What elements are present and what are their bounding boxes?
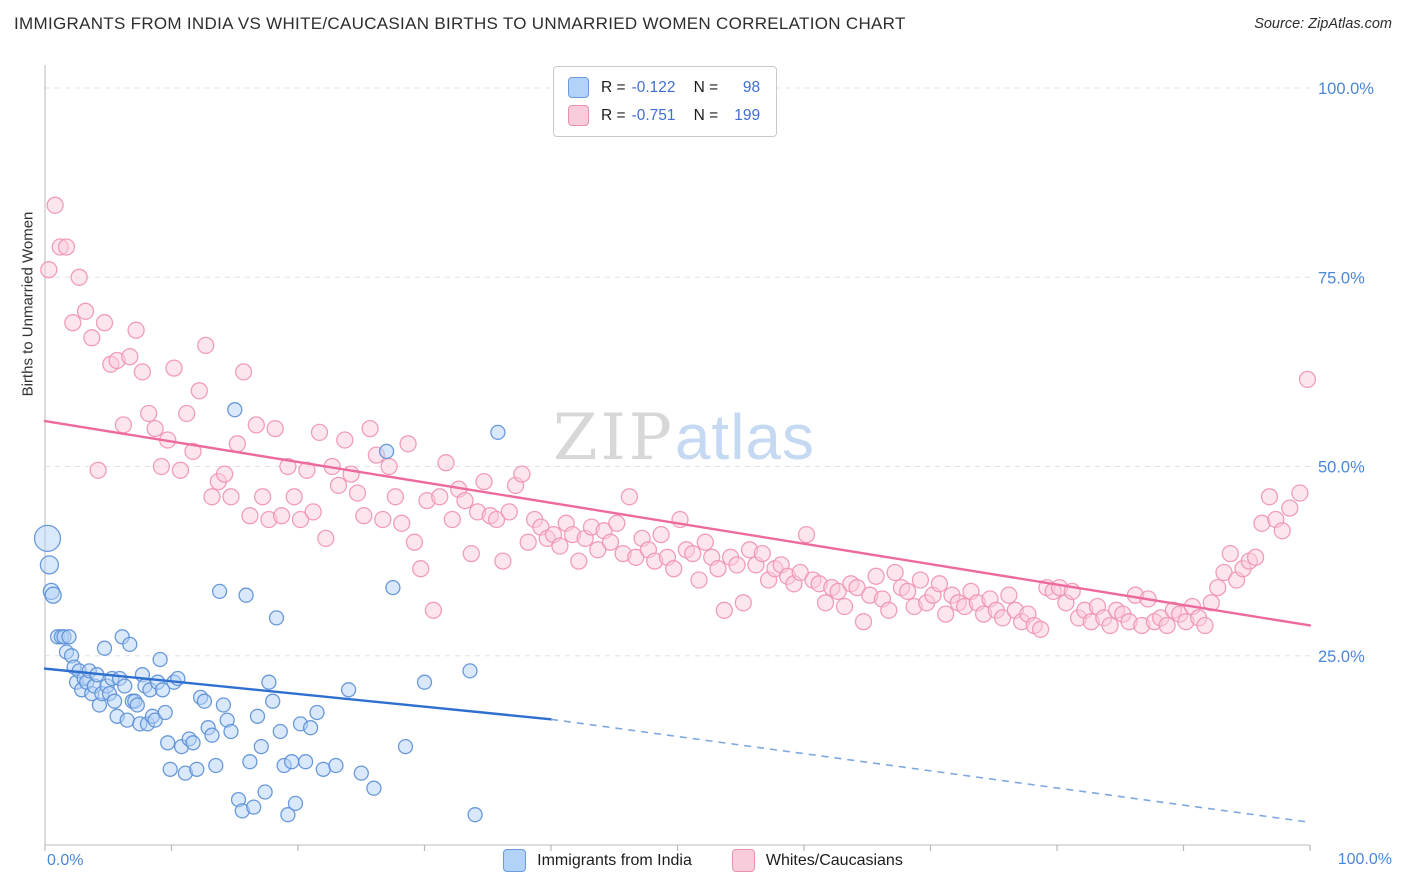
pink-series-swatch bbox=[568, 105, 589, 126]
pink-legend-swatch bbox=[731, 849, 755, 872]
y-tick-label: 50.0% bbox=[1318, 459, 1365, 477]
r-value: -0.751 bbox=[631, 106, 676, 124]
zipatlas-watermark: ZIPatlas bbox=[553, 405, 815, 470]
n-value: 199 bbox=[734, 106, 761, 124]
n-label: N = bbox=[693, 78, 719, 96]
n-label: N = bbox=[693, 106, 719, 124]
correlation-legend-box: R = -0.122 N = 98 R = -0.751 N = 199 bbox=[553, 66, 778, 137]
x-axis-min-label: 0.0% bbox=[47, 852, 84, 869]
legend-item-india: Immigrants from India bbox=[503, 849, 692, 872]
n-value: 98 bbox=[742, 78, 761, 96]
legend-item-whites: Whites/Caucasians bbox=[731, 849, 903, 872]
legend-label-whites: Whites/Caucasians bbox=[765, 851, 903, 869]
page-title: IMMIGRANTS FROM INDIA VS WHITE/CAUCASIAN… bbox=[14, 14, 906, 33]
correlation-row-india: R = -0.122 N = 98 bbox=[568, 77, 760, 98]
axes bbox=[44, 65, 1311, 851]
trend-line-dashed bbox=[550, 718, 1311, 824]
r-value: -0.122 bbox=[631, 78, 676, 96]
trend-line-solid bbox=[43, 419, 1312, 627]
r-label: R = bbox=[601, 106, 626, 124]
y-tick-label: 75.0% bbox=[1318, 269, 1365, 287]
legend-label-india: Immigrants from India bbox=[537, 851, 692, 869]
source-attribution: Source: ZipAtlas.com bbox=[1254, 16, 1392, 32]
y-axis-title: Births to Unmarried Women bbox=[19, 211, 37, 397]
y-tick-label: 25.0% bbox=[1318, 648, 1365, 666]
trend-lines bbox=[43, 419, 1312, 824]
y-tick-label: 100.0% bbox=[1318, 80, 1374, 98]
blue-legend-swatch bbox=[503, 849, 527, 872]
correlation-row-whites: R = -0.751 N = 199 bbox=[568, 105, 760, 126]
blue-series-swatch bbox=[568, 77, 589, 98]
series-legend: Immigrants from India Whites/Caucasians bbox=[0, 849, 1406, 872]
pink-points-layer bbox=[40, 196, 1317, 638]
watermark-atlas-text: atlas bbox=[674, 401, 815, 473]
trend-line-solid bbox=[43, 667, 553, 721]
gridlines: 100.0% 75.0% 50.0% 25.0% bbox=[45, 80, 1374, 666]
x-axis-max-label: 100.0% bbox=[1337, 851, 1392, 868]
watermark-zip-text: ZIP bbox=[553, 401, 675, 475]
r-label: R = bbox=[601, 78, 626, 96]
